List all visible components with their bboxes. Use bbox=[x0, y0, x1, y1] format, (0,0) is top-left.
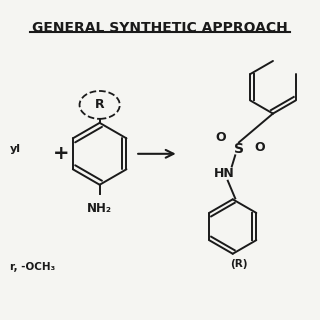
Text: yl: yl bbox=[10, 144, 21, 154]
Text: R: R bbox=[95, 99, 104, 111]
Text: HN: HN bbox=[214, 167, 235, 180]
Text: O: O bbox=[216, 131, 226, 144]
Text: GENERAL SYNTHETIC APPROACH: GENERAL SYNTHETIC APPROACH bbox=[32, 21, 288, 35]
Text: +: + bbox=[53, 144, 69, 163]
Text: O: O bbox=[255, 141, 265, 154]
Text: r, -OCH₃: r, -OCH₃ bbox=[10, 262, 55, 272]
Text: (R): (R) bbox=[230, 259, 248, 269]
Text: S: S bbox=[234, 142, 244, 156]
Text: NH₂: NH₂ bbox=[87, 202, 112, 215]
